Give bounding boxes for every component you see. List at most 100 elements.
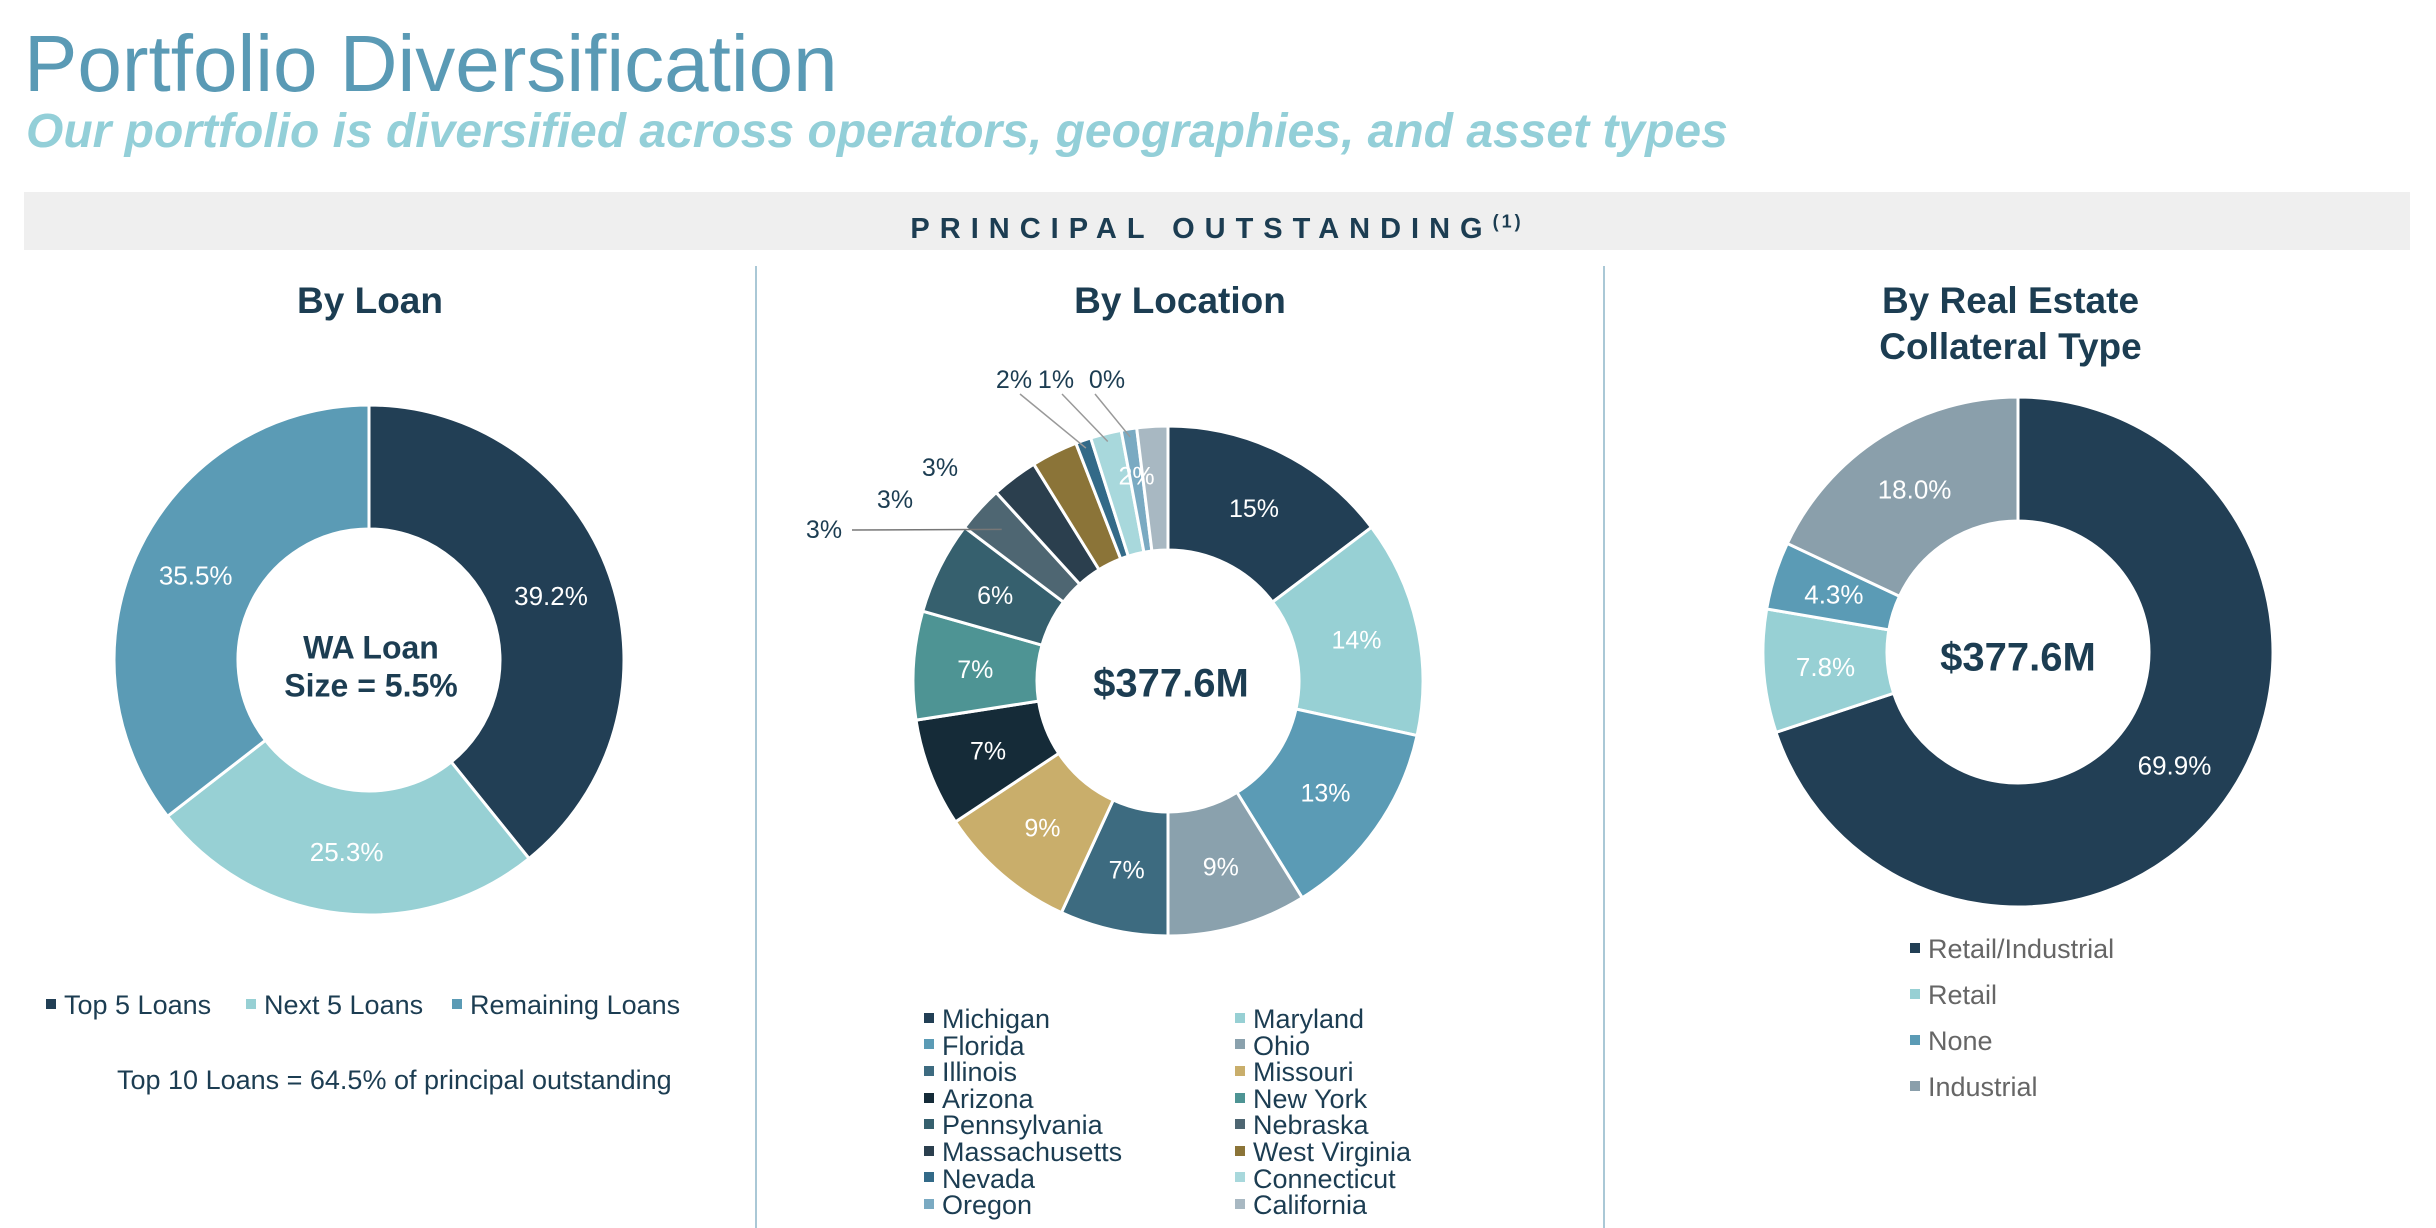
legend-swatch xyxy=(1235,1199,1245,1210)
legend-swatch xyxy=(1910,1080,1920,1091)
data-label-arizona: 7% xyxy=(970,738,1006,766)
by-collateral-title: By Real Estate Collateral Type xyxy=(1585,278,2436,370)
legend-label: Oregon xyxy=(942,1190,1033,1221)
by-collateral-title-line-2: Collateral Type xyxy=(1879,326,2142,367)
legend-swatch xyxy=(1235,1092,1245,1103)
by-location-panel: By Location 15% 14% 13% 9% 7% 9% 7% 7% 6% 3% 3% 3% 2… xyxy=(757,266,1603,1220)
legend-item-none: None xyxy=(1910,1026,1993,1057)
legend-item-california: California xyxy=(1235,1190,1367,1221)
legend-swatch xyxy=(46,998,56,1009)
legend-label: Retail/Industrial xyxy=(1928,934,2115,964)
legend-item-connecticut: Connecticut xyxy=(1235,1164,1396,1195)
legend-item-retail-industrial: Retail/Industrial xyxy=(1910,934,2114,965)
banner-footnote: (1) xyxy=(1492,211,1524,231)
data-label-ohio: 9% xyxy=(1203,854,1239,882)
legend-swatch xyxy=(1910,1034,1920,1045)
legend-swatch xyxy=(924,1039,934,1050)
data-label-industrial: 18.0% xyxy=(1878,474,1952,504)
data-label-michigan: 15% xyxy=(1229,495,1279,523)
legend-swatch xyxy=(1235,1039,1245,1050)
legend-item-west-virginia: West Virginia xyxy=(1235,1137,1411,1168)
by-collateral-donut-chart: 69.9% 7.8% 4.3% 18.0% $377.6M xyxy=(1761,395,2275,909)
legend-swatch xyxy=(246,998,256,1009)
legend-swatch xyxy=(1235,1172,1245,1183)
legend-label: Remaining Loans xyxy=(470,990,681,1020)
legend-item-top-5-loans: Top 5 Loans xyxy=(46,990,211,1021)
by-loan-title: By Loan xyxy=(297,280,443,321)
data-label-next-5-loans: 25.3% xyxy=(310,837,384,867)
by-collateral-panel: By Real Estate Collateral Type 69.9% 7.8%… xyxy=(1605,266,2436,1220)
slice-top-5-loans xyxy=(367,403,626,861)
slice-california xyxy=(1134,424,1170,553)
page-subtitle: Our portfolio is diversified across oper… xyxy=(26,105,1728,158)
column-divider-left xyxy=(755,266,757,1228)
legend-swatch xyxy=(1910,988,1920,999)
legend-item-arizona: Arizona xyxy=(924,1084,1034,1115)
legend-swatch xyxy=(924,1012,934,1023)
legend-label: Retail xyxy=(1928,980,1998,1010)
data-label-florida: 13% xyxy=(1301,780,1351,808)
data-label-massachusetts: 3% xyxy=(877,486,913,514)
slice-maryland xyxy=(1270,525,1425,738)
data-label-oregon: 0% xyxy=(1089,366,1125,394)
legend-swatch xyxy=(1235,1012,1245,1023)
data-label-california: 2% xyxy=(1119,462,1155,490)
legend-label: Florida xyxy=(942,1030,1025,1061)
legend-label: Illinois xyxy=(942,1057,1018,1088)
data-label-maryland: 14% xyxy=(1332,627,1382,655)
legend-label: Nebraska xyxy=(1253,1110,1369,1141)
slice-next-5-loans xyxy=(165,738,532,917)
by-collateral-title-line-1: By Real Estate xyxy=(1881,280,2140,321)
slice-retail-industrial xyxy=(1774,395,2275,909)
by-location-title: By Location xyxy=(1074,280,1286,321)
legend-swatch xyxy=(1910,942,1920,953)
legend-label: West Virginia xyxy=(1253,1137,1412,1167)
slice-industrial xyxy=(1785,395,2020,599)
legend-item-ohio: Ohio xyxy=(1235,1031,1310,1062)
banner-label: PRINCIPAL OUTSTANDING xyxy=(910,212,1493,245)
data-label-nevada: 2% xyxy=(996,366,1032,394)
legend-label: Nevada xyxy=(942,1163,1036,1194)
center-label-line-1: WA Loan xyxy=(303,629,439,665)
legend-label: California xyxy=(1253,1190,1368,1221)
data-label-retail-industrial: 69.9% xyxy=(2138,750,2212,780)
legend-label: Top 5 Loans xyxy=(64,990,212,1020)
center-label-line-2: Size = 5.5% xyxy=(284,668,457,704)
section-banner: PRINCIPAL OUTSTANDING(1) xyxy=(24,192,2410,250)
leader-line-connecticut xyxy=(1061,393,1109,442)
legend-item-michigan: Michigan xyxy=(924,1004,1050,1035)
legend-item-industrial: Industrial xyxy=(1910,1072,2038,1103)
center-total: $377.6M xyxy=(1940,635,2096,679)
data-label-west-virginia: 3% xyxy=(922,454,958,482)
legend-label: Arizona xyxy=(942,1083,1034,1114)
data-label-connecticut: 1% xyxy=(1038,366,1074,394)
legend-label: Maryland xyxy=(1253,1004,1365,1034)
legend-item-new-york: New York xyxy=(1235,1084,1367,1115)
legend-item-florida: Florida xyxy=(924,1031,1025,1062)
legend-label: Industrial xyxy=(1928,1072,2038,1102)
by-loan-note: Top 10 Loans = 64.5% of principal outsta… xyxy=(117,1065,672,1095)
data-label-top-5-loans: 39.2% xyxy=(514,581,588,611)
legend-label: Pennsylvania xyxy=(942,1110,1103,1141)
legend-item-maryland: Maryland xyxy=(1235,1004,1364,1035)
legend-swatch xyxy=(452,998,462,1009)
by-loan-panel: By Loan 39.2% 25.3% 35.5% WA Loan Size = 5.5… xyxy=(0,266,740,1220)
legend-swatch xyxy=(924,1092,934,1103)
legend-item-remaining-loans: Remaining Loans xyxy=(452,990,680,1021)
slice-michigan xyxy=(1166,424,1374,605)
data-label-new-york: 7% xyxy=(957,656,993,684)
center-total: $377.6M xyxy=(1093,661,1249,705)
data-label-missouri: 9% xyxy=(1024,815,1060,843)
legend-item-missouri: Missouri xyxy=(1235,1057,1354,1088)
legend-swatch xyxy=(1235,1119,1245,1130)
legend-swatch xyxy=(1235,1066,1245,1077)
legend-swatch xyxy=(924,1145,934,1156)
legend-item-massachusetts: Massachusetts xyxy=(924,1137,1122,1168)
legend-item-nevada: Nevada xyxy=(924,1164,1035,1195)
data-label-none: 4.3% xyxy=(1804,579,1863,609)
legend-swatch xyxy=(924,1066,934,1077)
legend-item-pennsylvania: Pennsylvania xyxy=(924,1110,1103,1141)
legend-item-nebraska: Nebraska xyxy=(1235,1110,1369,1141)
legend-swatch xyxy=(924,1172,934,1183)
